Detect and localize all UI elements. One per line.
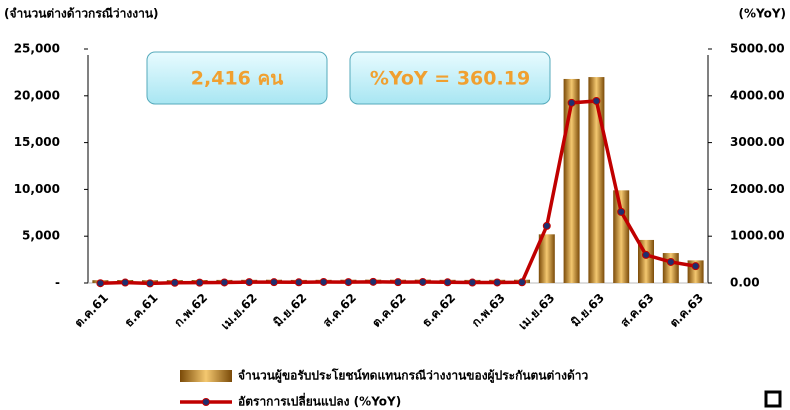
x-tick-label: เม.ย.62 — [218, 291, 260, 333]
point — [146, 279, 154, 288]
y2-tick-label: 0.00 — [730, 276, 760, 290]
point — [542, 221, 551, 230]
point — [294, 278, 303, 287]
point — [195, 278, 204, 287]
y-tick-label: 15,000 — [14, 135, 60, 149]
y2-axis-title: (%YoY) — [738, 7, 786, 21]
point — [567, 98, 576, 107]
x-tick-label: มิ.ย.62 — [271, 291, 310, 330]
y-tick-label: 10,000 — [14, 182, 60, 196]
legend-swatch — [202, 398, 210, 406]
annotation: %YoY = 360.19 — [370, 68, 530, 90]
annotation-box — [349, 51, 551, 105]
point — [642, 250, 650, 259]
x-tick-label: เม.ย.63 — [516, 291, 558, 333]
x-tick-label: ส.ค.62 — [320, 291, 359, 330]
y2-tick-label: 5000.00 — [730, 42, 785, 56]
bar — [613, 190, 630, 283]
annotation: 2,416 คน — [191, 68, 283, 90]
point — [691, 262, 700, 271]
x-tick-label: ธ.ค.62 — [419, 291, 458, 330]
x-tick-label: มิ.ย.63 — [568, 291, 607, 330]
point — [220, 278, 229, 287]
x-tick-label: ต.ค.63 — [667, 291, 706, 330]
line — [100, 99, 696, 286]
point — [418, 277, 427, 286]
y-tick-label: 5,000 — [22, 229, 60, 243]
y2-tick-label: 4000.00 — [730, 88, 785, 102]
y2-tick-label: 1000.00 — [730, 229, 785, 243]
x-tick-label: ส.ค.63 — [618, 291, 657, 330]
x-tick-label: ธ.ค.61 — [122, 291, 161, 330]
bar — [662, 253, 679, 283]
point — [666, 257, 675, 266]
point — [121, 278, 130, 287]
point — [592, 96, 601, 105]
y-axis-title: (จำนวนต่างด้าวกรณีว่างงาน) — [4, 7, 159, 21]
point — [96, 279, 105, 288]
legend-label: อัตราการเปลี่ยนแปลง (%YoY) — [238, 393, 401, 409]
legend-label: จำนวนผู้ขอรับประโยชน์ทดแทนกรณีว่างงานของ… — [238, 368, 588, 384]
point — [468, 278, 477, 287]
point — [369, 277, 378, 286]
y-tick-label: - — [55, 276, 60, 290]
point — [394, 278, 402, 287]
y2-tick-label: 3000.00 — [730, 135, 785, 149]
bar — [538, 234, 555, 283]
point — [443, 278, 452, 287]
point — [493, 278, 502, 287]
icon — [764, 390, 782, 408]
legend-swatch — [180, 370, 232, 382]
point — [319, 277, 328, 286]
x-tick-label: ต.ค.61 — [72, 291, 111, 330]
y-tick-label: 20,000 — [14, 88, 60, 102]
annotation-box — [146, 51, 328, 105]
bar — [588, 77, 605, 283]
point — [170, 278, 179, 287]
y-tick-label: 25,000 — [14, 42, 60, 56]
x-tick-label: ก.พ.62 — [171, 291, 210, 330]
x-tick-label: ก.พ.63 — [469, 291, 508, 330]
point — [270, 278, 278, 287]
x-tick-label: ต.ค.62 — [369, 291, 408, 330]
point — [617, 207, 626, 216]
point — [344, 278, 353, 287]
y2-tick-label: 2000.00 — [730, 182, 785, 196]
point — [518, 278, 526, 287]
point — [245, 278, 254, 287]
